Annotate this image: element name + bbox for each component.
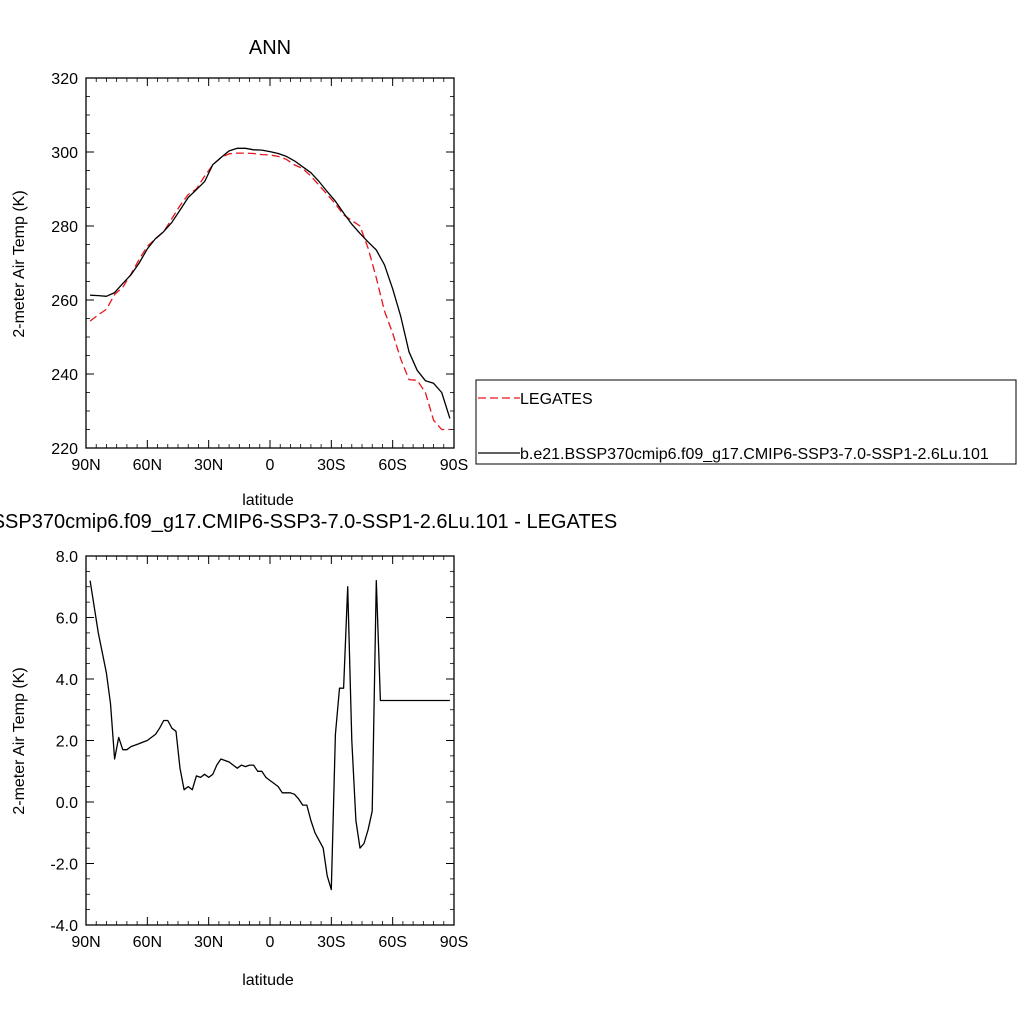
top-x-axis-label: latitude <box>242 492 294 509</box>
top-y-axis-label: 2-meter Air Temp (K) <box>11 190 28 337</box>
bottom-chart-title: b.e21.BSSP370cmip6.f09_g17.CMIP6-SSP3-7.… <box>0 511 617 533</box>
legend: LEGATES b.e21.BSSP370cmip6.f09_g17.CMIP6… <box>475 379 1017 465</box>
top-series-line-0 <box>89 152 450 431</box>
bottom-panel: b.e21.BSSP370cmip6.f09_g17.CMIP6-SSP3-7.… <box>0 511 617 989</box>
bottom-y-tick-label: 6.0 <box>56 611 78 628</box>
bottom-x-axis-label: latitude <box>242 972 294 989</box>
bottom-series-line-0 <box>89 579 450 891</box>
top-plot-area: 90N 60N 30N 0 30S 60S 90S 220 240 260 280 300 320 <box>51 71 468 474</box>
top-y-tick-label: 240 <box>51 367 78 384</box>
top-y-tick-label: 280 <box>51 219 78 236</box>
top-panel: ANN 90N 60N 30N 0 30S 60S 90S 220 240 260 280 300 32… <box>11 37 468 509</box>
top-chart-title: ANN <box>249 37 291 59</box>
top-x-tick-label: 0 <box>266 457 275 474</box>
bottom-y-tick-label: 4.0 <box>56 672 78 689</box>
bottom-x-tick-label: 30N <box>194 934 223 951</box>
bottom-x-tick-label: 60S <box>378 934 406 951</box>
bottom-plot-area: 90N 60N 30N 0 30S 60S 90S -4.0 -2.0 0.0 2.0 4.0 6.0 8… <box>50 549 468 951</box>
bottom-y-tick-label: 2.0 <box>56 734 78 751</box>
bottom-x-tick-label: 60N <box>133 934 162 951</box>
top-y-tick-label: 260 <box>51 293 78 310</box>
bottom-x-tick-label: 90N <box>71 934 100 951</box>
top-y-tick-label: 320 <box>51 71 78 88</box>
bottom-y-tick-label: -4.0 <box>50 918 78 935</box>
top-x-tick-label: 60S <box>378 457 406 474</box>
legend-label-model: b.e21.BSSP370cmip6.f09_g17.CMIP6-SSP3-7.… <box>520 446 989 463</box>
top-x-tick-label: 90S <box>440 457 468 474</box>
top-x-tick-label: 30N <box>194 457 223 474</box>
legend-box <box>475 379 1017 465</box>
bottom-y-tick-label: -2.0 <box>50 857 78 874</box>
bottom-x-tick-label: 90S <box>440 934 468 951</box>
bottom-y-tick-label: 0.0 <box>56 795 78 812</box>
bottom-x-tick-label: 0 <box>266 934 275 951</box>
bottom-x-tick-label: 30S <box>317 934 345 951</box>
legend-label-legates: LEGATES <box>520 391 593 408</box>
top-y-tick-label: 220 <box>51 441 78 458</box>
top-series-line-1 <box>90 147 451 419</box>
top-x-tick-label: 60N <box>133 457 162 474</box>
top-x-tick-label: 30S <box>317 457 345 474</box>
top-y-tick-label: 300 <box>51 145 78 162</box>
top-x-tick-label: 90N <box>71 457 100 474</box>
bottom-y-axis-label: 2-meter Air Temp (K) <box>11 667 28 814</box>
bottom-y-tick-label: 8.0 <box>56 549 78 566</box>
